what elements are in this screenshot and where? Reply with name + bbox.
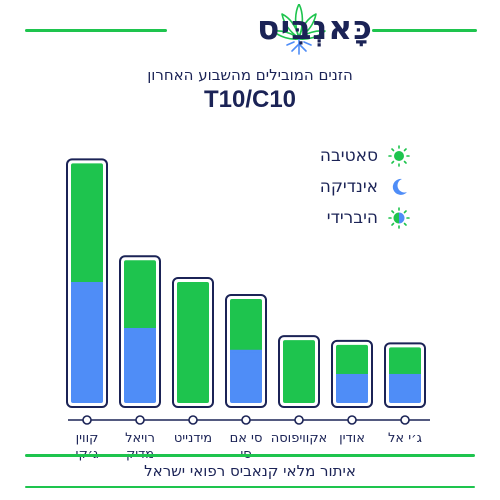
- brand-header: כָּאנְבִּיס: [168, 3, 373, 55]
- legend-item-hybrid: היברידי: [212, 202, 412, 233]
- bar-segment-joint: [230, 349, 262, 353]
- x-tick-label: ג׳י אל: [388, 431, 422, 446]
- bar-segment-indica: [71, 282, 103, 403]
- bar-segment-sativa: [336, 344, 368, 376]
- top-left-accent-line: [25, 29, 167, 32]
- legend-label-hybrid: היברידי: [326, 207, 378, 228]
- bar-segment-joint: [124, 327, 156, 331]
- bar-segment-sativa: [283, 340, 315, 403]
- footer-bottom-line: [25, 486, 475, 488]
- legend-label-sativa: סאטיבה: [319, 145, 378, 166]
- bar-segment-sativa: [124, 260, 156, 330]
- x-tick-marker: [347, 415, 357, 425]
- bar-segment-indica: [389, 373, 421, 403]
- bar-segment-indica: [230, 349, 262, 403]
- x-tick-label: אודין: [339, 431, 365, 446]
- chart-title: T10/C10: [203, 86, 297, 113]
- chart-subtitle: הזנים המובילים מהשבוע האחרון: [147, 66, 353, 84]
- bar-segment-joint: [389, 373, 421, 377]
- chart-legend: סאטיבה אינדיקה היברידי: [212, 140, 412, 233]
- legend-label-indica: אינדיקה: [319, 176, 378, 197]
- x-tick-label: אקוויפוסה: [271, 431, 328, 446]
- x-tick-marker: [400, 415, 410, 425]
- hybrid-sun-moon-icon: [386, 206, 412, 229]
- x-tick-label: קוויןג׳קי: [76, 431, 99, 462]
- x-tick-label: רויאלמדיק: [125, 431, 155, 462]
- x-tick-marker: [294, 415, 304, 425]
- x-tick-marker: [241, 415, 251, 425]
- legend-item-sativa: סאטיבה: [212, 140, 412, 171]
- footer-top-line: [25, 454, 475, 457]
- cannabis-leaf-icon: [270, 3, 328, 60]
- bar-segment-sativa: [389, 347, 421, 376]
- bar-segment-joint: [71, 282, 103, 285]
- bar-segment-joint: [336, 373, 368, 377]
- legend-item-indica: אינדיקה: [212, 171, 412, 202]
- bar-segment-sativa: [177, 282, 209, 403]
- bar-segment-sativa: [230, 298, 262, 352]
- bar-segment-indica: [336, 373, 368, 403]
- moon-icon: [386, 176, 412, 198]
- brand-name: כָּאנְבִּיס: [257, 8, 373, 47]
- sun-icon: [386, 144, 412, 167]
- bar-segment-sativa: [71, 163, 103, 284]
- x-tick-marker: [135, 415, 145, 425]
- x-tick-marker: [82, 415, 92, 425]
- bar-segment-indica: [124, 327, 156, 403]
- top-right-accent-line: [372, 29, 477, 32]
- x-tick-label: סי אםסי: [230, 431, 263, 462]
- footer-text: איתור מלאי קנאביס רפואי ישראל: [144, 462, 356, 480]
- x-tick-label: מידנייט: [174, 431, 212, 446]
- x-tick-marker: [188, 415, 198, 425]
